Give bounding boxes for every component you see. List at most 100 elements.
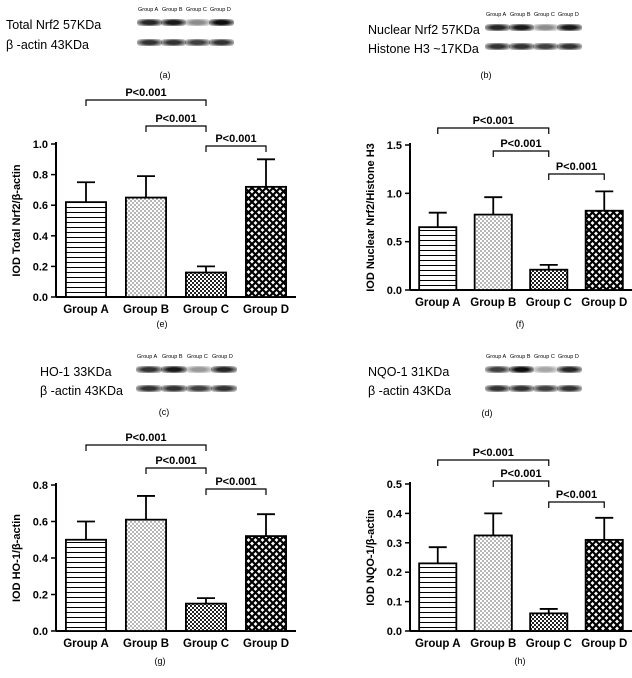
significance-label: P<0.001	[215, 476, 256, 488]
blot-lane-label: Group D	[558, 12, 579, 18]
bar	[125, 518, 168, 632]
significance-label: P<0.001	[215, 133, 256, 145]
y-tick-label: 0.5	[387, 479, 402, 491]
blot-band	[211, 366, 237, 373]
blot-band	[533, 43, 558, 50]
blot-lane-label: Group A	[486, 12, 507, 18]
y-tick-label: 0.6	[33, 517, 48, 529]
blot-lane-label: Group B	[510, 12, 531, 18]
x-tick-label: Group C	[183, 304, 229, 316]
panel-label-c: (c)	[158, 407, 170, 417]
x-tick-label: Group B	[123, 638, 169, 650]
significance-bracket	[548, 501, 605, 508]
blot-lane-label: Group C	[534, 12, 555, 18]
blot-band	[557, 43, 582, 50]
significance-bracket	[492, 150, 550, 157]
blot-band	[209, 39, 234, 46]
blot-band	[509, 385, 534, 392]
x-tick-label: Group B	[470, 638, 516, 650]
blot-band	[186, 385, 212, 392]
y-tick-label: 0.2	[33, 590, 48, 602]
significance-bracket	[548, 173, 605, 180]
y-tick-label: 0.0	[33, 626, 48, 638]
blot-lane-label: Group C	[534, 354, 555, 360]
significance-label: P<0.001	[155, 455, 196, 467]
blot-band	[211, 385, 237, 392]
y-tick-label: 1.0	[33, 139, 48, 151]
y-tick-label: 0.0	[387, 626, 402, 638]
significance-label: P<0.001	[500, 468, 541, 480]
blot-band	[185, 19, 210, 26]
blot-row-label: β -actin 43KDa	[6, 38, 89, 52]
bar	[184, 602, 227, 632]
significance-bracket	[492, 480, 550, 487]
y-tick-label: 0.3	[387, 538, 402, 550]
y-tick-label: 0.4	[33, 231, 49, 243]
significance-bracket	[85, 444, 207, 451]
x-tick-label: Group A	[63, 304, 109, 316]
bar	[244, 535, 287, 632]
blot-band	[533, 366, 558, 373]
bar-chart-g: 0.0 0.2 0.4 0.6 0.8 IOD HO-1/β-actin Group A Gr…	[11, 432, 296, 650]
blot-row-label: HO-1 33KDa	[40, 365, 112, 379]
blot-band	[185, 39, 210, 46]
blot-band	[485, 24, 510, 31]
blot-band	[509, 24, 534, 31]
blot-band	[186, 366, 212, 373]
x-tick-label: Group D	[243, 638, 289, 650]
significance-label: P<0.001	[125, 87, 166, 99]
blot-band	[136, 366, 162, 373]
y-axis-label: IOD Nuclear Nrf2/Histone H3	[365, 143, 377, 292]
blot-lane-label: Group D	[210, 7, 231, 13]
blot-row-label: Total Nrf2 57KDa	[6, 18, 102, 32]
x-tick-label: Group A	[415, 638, 461, 650]
significance-label: P<0.001	[125, 432, 166, 444]
x-tick-label: Group C	[526, 638, 572, 650]
y-tick-label: 0.8	[33, 170, 48, 182]
bar	[125, 196, 168, 298]
y-tick-label: 0.0	[387, 285, 402, 297]
y-tick-label: 0.8	[33, 480, 48, 492]
blot-row-label: Histone H3 ~17KDa	[368, 42, 479, 56]
significance-label: P<0.001	[155, 113, 196, 125]
panel-label-d: (d)	[481, 408, 493, 418]
blot-band	[137, 19, 162, 26]
x-tick-label: Group A	[63, 638, 109, 650]
blot-row-label: β -actin 43KDa	[368, 384, 451, 398]
blot-band	[161, 385, 187, 392]
blot-band	[136, 385, 162, 392]
significance-bracket	[205, 145, 267, 152]
x-tick-label: Group B	[470, 297, 516, 309]
bar	[65, 201, 108, 298]
bar	[584, 209, 624, 291]
panel-label-b: (b)	[480, 70, 492, 80]
blot-lane-label: Group D	[212, 354, 233, 360]
x-tick-label: Group C	[183, 638, 229, 650]
blot-lane-label: Group A	[486, 354, 507, 360]
blot-lane-label: Group B	[510, 354, 531, 360]
bar	[184, 271, 227, 298]
y-tick-label: 0.4	[33, 553, 49, 565]
significance-bracket	[205, 488, 267, 495]
blot-lane-label: Group A	[137, 354, 158, 360]
panel-label-f: (f)	[515, 319, 525, 329]
significance-label: P<0.001	[473, 115, 514, 127]
panel-label-g: (g)	[154, 656, 166, 666]
y-tick-label: 0.2	[387, 567, 402, 579]
y-axis-label: IOD Total Nrf2/β-actin	[11, 164, 23, 277]
panel-label-a: (a)	[159, 70, 171, 80]
y-tick-label: 0.6	[33, 200, 48, 212]
bar	[473, 213, 513, 291]
blot-row-label: β -actin 43KDa	[40, 384, 123, 398]
significance-bracket	[85, 99, 207, 106]
y-axis-label: IOD HO-1/β-actin	[11, 514, 23, 602]
y-tick-label: 1.5	[387, 140, 402, 152]
blot-panel-a: Group A Group B Group C Group D Total Nrf2 5…	[0, 0, 316, 52]
bar	[244, 185, 287, 298]
blot-lane-label: Group C	[186, 7, 207, 13]
blot-lane-label: Group D	[558, 354, 579, 360]
blot-band	[557, 24, 582, 31]
bar	[65, 538, 108, 632]
significance-label: P<0.001	[556, 489, 597, 501]
blot-band	[557, 385, 582, 392]
